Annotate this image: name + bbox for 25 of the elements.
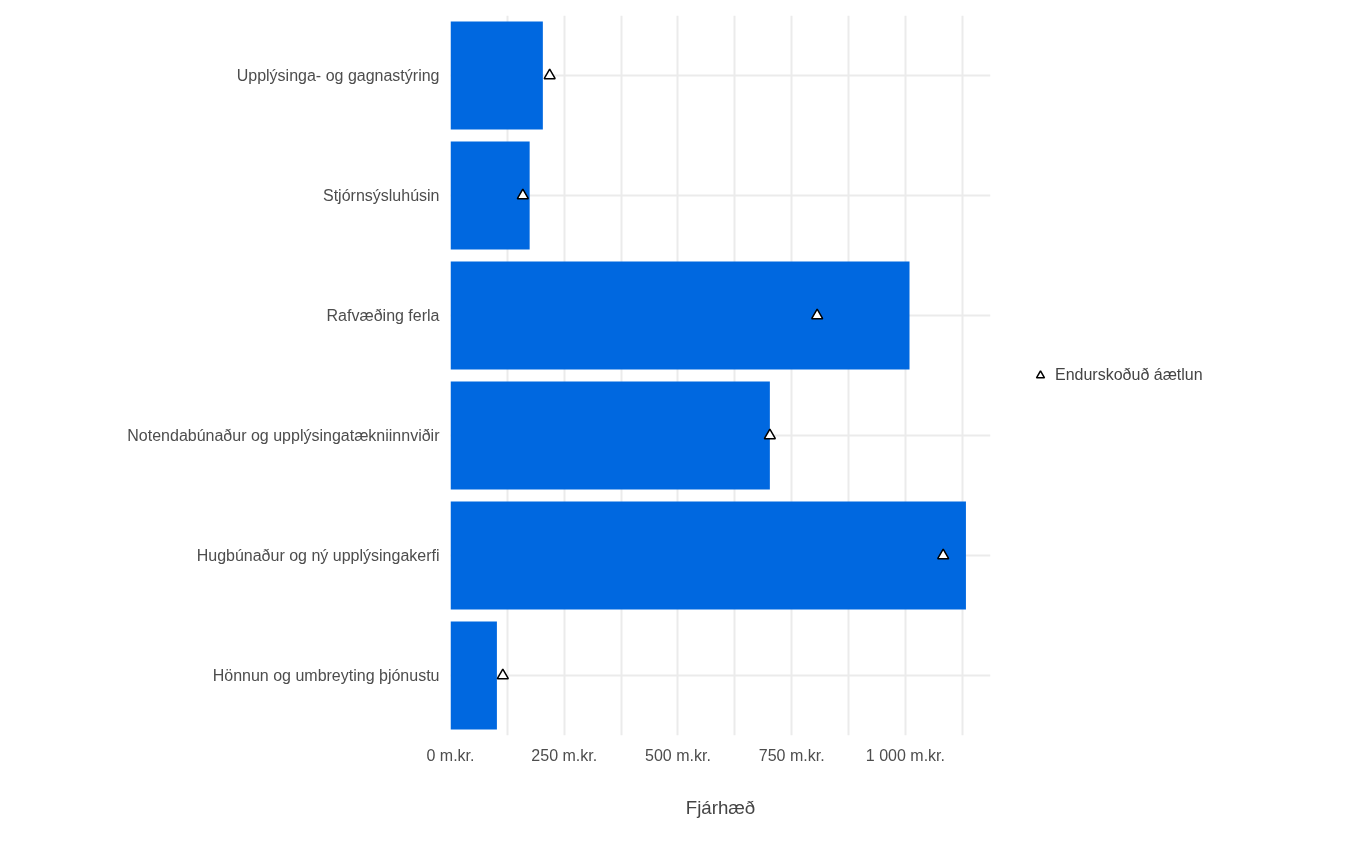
x-tick-label: 250 m.kr. bbox=[531, 746, 598, 764]
point bbox=[496, 668, 510, 680]
y-tick-label: Upplýsinga- og gagnastýring bbox=[236, 67, 440, 84]
y-tick-label: Hönnun og umbreyting þjónustu bbox=[212, 667, 440, 684]
y-tick-label: Stjórnsýsluhúsin bbox=[323, 187, 440, 204]
x-tick-label: 500 m.kr. bbox=[645, 746, 711, 764]
x-tick-label: 750 m.kr. bbox=[758, 746, 825, 764]
point bbox=[763, 428, 777, 440]
bar bbox=[450, 141, 530, 250]
bar bbox=[450, 501, 966, 610]
bar bbox=[450, 21, 543, 130]
x-tick-label: 0 m.kr. bbox=[426, 746, 475, 764]
y-tick-label: Notendabúnaður og upplýsingatækniinnviðir bbox=[127, 427, 441, 444]
y-tick-label: Hugbúnaður og ný upplýsingakerfi bbox=[196, 547, 440, 564]
point bbox=[810, 308, 824, 320]
point bbox=[543, 68, 556, 80]
point bbox=[516, 188, 530, 200]
bar bbox=[450, 381, 770, 490]
bar bbox=[450, 621, 497, 730]
x-tick-label: 1 000 m.kr. bbox=[865, 746, 946, 764]
y-tick-label: Rafvæðing ferla bbox=[326, 307, 440, 324]
bar bbox=[450, 261, 910, 370]
legend-label: Endurskoðuð áætlun bbox=[1055, 366, 1203, 384]
point bbox=[936, 548, 950, 560]
x-axis-title: Fjárhæð bbox=[685, 796, 756, 818]
